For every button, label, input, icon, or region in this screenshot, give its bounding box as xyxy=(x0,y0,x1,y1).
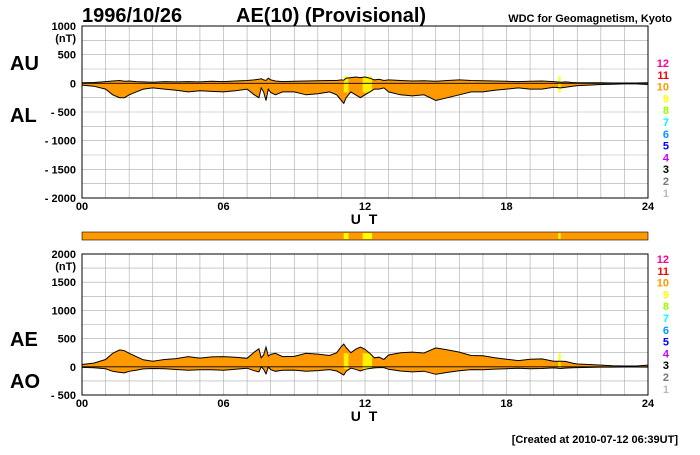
station-legend-item: 11 xyxy=(657,266,669,278)
station-legend-item: 4 xyxy=(663,152,670,164)
x-axis-label: U T xyxy=(351,211,380,227)
y-tick-label: - 1500 xyxy=(45,164,76,176)
coverage-bar-segment xyxy=(558,233,561,239)
x-tick-label: 18 xyxy=(500,201,512,213)
station-legend-item: 9 xyxy=(663,93,669,105)
y-tick-label: 500 xyxy=(58,50,76,62)
highlight-band xyxy=(558,76,561,93)
plot-frame xyxy=(81,253,649,396)
y-tick-label: - 500 xyxy=(51,107,76,119)
y-unit-label: (nT) xyxy=(55,261,76,273)
station-legend-item: 10 xyxy=(657,278,669,290)
coverage-bar-segment xyxy=(362,233,373,239)
station-legend-item: 2 xyxy=(663,372,669,384)
highlight-band xyxy=(362,353,373,370)
station-legend-item: 3 xyxy=(663,360,669,372)
station-legend-item: 7 xyxy=(663,313,669,325)
y-tick-label: 0 xyxy=(70,78,76,90)
date-title: 1996/10/26 xyxy=(82,5,182,27)
station-legend-item: 12 xyxy=(657,58,669,70)
x-tick-label: 00 xyxy=(76,398,88,410)
station-legend-item: 12 xyxy=(657,254,669,266)
station-legend-item: 1 xyxy=(663,384,669,396)
station-legend-item: 10 xyxy=(657,82,669,94)
coverage-bar-segment xyxy=(343,233,349,239)
upper-index-label: AU xyxy=(10,53,39,75)
x-tick-label: 06 xyxy=(217,398,229,410)
y-tick-label: 1000 xyxy=(52,21,76,33)
y-tick-label: 1000 xyxy=(52,305,76,317)
series-line-ae xyxy=(81,343,649,367)
station-legend-item: 1 xyxy=(663,188,669,200)
x-axis-label: U T xyxy=(351,408,380,424)
x-tick-label: 12 xyxy=(359,398,371,410)
x-tick-label: 00 xyxy=(76,201,88,213)
y-tick-label: - 2000 xyxy=(45,193,76,205)
station-legend-item: 3 xyxy=(663,164,669,176)
ae-ao-panel: 2000 1500 1000 500 0 - 500 (nT) 00 06 12 18 24 U T AE… xyxy=(10,249,655,424)
station-legend-item: 7 xyxy=(663,117,669,129)
upper-index-label: AE xyxy=(10,329,38,351)
station-legend-item: 11 xyxy=(657,70,669,82)
x-tick-label: 24 xyxy=(642,398,655,410)
station-legend-item: 6 xyxy=(663,325,669,337)
y-tick-label: 2000 xyxy=(52,249,76,261)
au-al-panel: 1000 500 0 - 500 - 1000 - 1500 - 2000 (nT) 00 06 1… xyxy=(10,21,655,227)
station-legend-item: 8 xyxy=(663,105,669,117)
series-line-au xyxy=(81,76,649,84)
highlight-band xyxy=(362,76,373,93)
y-tick-label: 0 xyxy=(70,362,76,374)
coverage-bar xyxy=(81,231,649,241)
y-tick-label: 500 xyxy=(58,334,76,346)
y-tick-label: 1500 xyxy=(52,277,76,289)
y-unit-label: (nT) xyxy=(55,33,76,45)
x-tick-label: 12 xyxy=(359,201,371,213)
series-line-ao xyxy=(81,365,649,376)
station-legend-item: 4 xyxy=(663,348,670,360)
lower-index-label: AO xyxy=(10,371,40,393)
station-legend-item: 5 xyxy=(663,141,669,153)
station-legend-item: 2 xyxy=(663,176,669,188)
highlight-band xyxy=(343,76,349,93)
station-legend-item: 6 xyxy=(663,129,669,141)
station-legend-item: 9 xyxy=(663,289,669,301)
highlight-band xyxy=(343,353,349,370)
station-legend-item: 8 xyxy=(663,301,669,313)
y-tick-label: - 500 xyxy=(51,390,76,402)
station-legend-item: 5 xyxy=(663,337,669,349)
source-label: WDC for Geomagnetism, Kyoto xyxy=(508,13,672,25)
series-line-al xyxy=(81,83,649,105)
index-title: AE(10) (Provisional) xyxy=(236,5,426,27)
x-tick-label: 06 xyxy=(217,201,229,213)
x-tick-label: 18 xyxy=(500,398,512,410)
plot-frame xyxy=(81,25,649,199)
x-tick-label: 24 xyxy=(642,201,655,213)
created-note: [Created at 2010-07-12 06:39UT] xyxy=(512,434,679,446)
y-tick-label: - 1000 xyxy=(45,136,76,148)
lower-index-label: AL xyxy=(10,105,37,127)
